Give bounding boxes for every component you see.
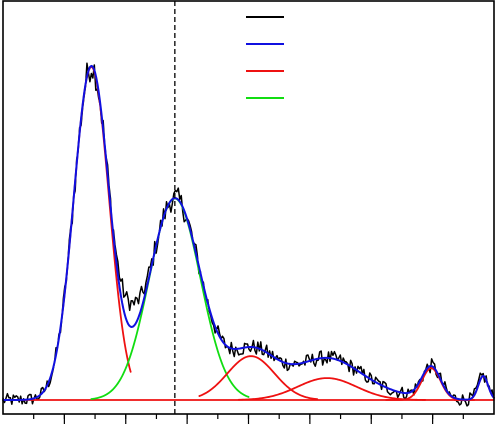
component-peak-4	[237, 377, 427, 401]
x-axis-ticks	[33, 414, 464, 424]
component-peak-3	[198, 355, 319, 401]
plot-curves	[2, 62, 495, 407]
fit-envelope	[2, 64, 495, 402]
plot-frame	[2, 0, 495, 415]
component-peak-2	[90, 197, 250, 400]
legend	[246, 16, 284, 99]
data-trace	[2, 62, 495, 407]
